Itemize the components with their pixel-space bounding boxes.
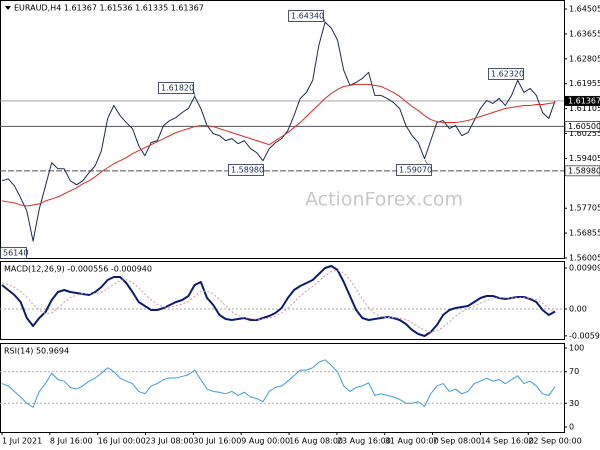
level-label: 1.58980 — [568, 166, 600, 175]
panel-title: RSI(14) 50.9694 — [4, 347, 69, 356]
annotation-box — [228, 164, 264, 176]
series-line — [1, 269, 556, 333]
x-tick-label: 14 Sep 16:00 — [480, 437, 533, 446]
y-tick-label: 1.63655 — [569, 29, 600, 38]
y-tick-label: 30 — [569, 399, 579, 408]
y-tick-label: 1.61105 — [569, 104, 600, 113]
current-price-label: 1.61367 — [568, 96, 600, 105]
annotation-label: 1.62320 — [491, 70, 524, 79]
level-label-box — [564, 165, 600, 177]
x-tick-label: 7 Sep 08:00 — [433, 437, 481, 446]
x-tick-label: 31 Aug 00:00 — [385, 437, 439, 446]
chart-title: EURAUD,H4 1.61367 1.61536 1.61335 1.6136… — [14, 4, 204, 13]
y-tick-label: 1.59405 — [569, 154, 600, 163]
annotation-label: 1.64340 — [291, 12, 324, 21]
panel-frame — [0, 261, 565, 340]
annotation-label: 56140 — [3, 249, 28, 258]
y-tick-label: 0 — [569, 423, 574, 432]
current-price-box — [565, 95, 600, 106]
annotation-label: 1.61820 — [161, 84, 194, 93]
annotation-box — [0, 247, 27, 259]
x-tick-label: 23 Jul 08:00 — [146, 437, 194, 446]
y-tick-label: 1.61955 — [569, 79, 600, 88]
x-tick-label: 9 Aug 00:00 — [241, 437, 290, 446]
annotation-box — [488, 68, 524, 80]
y-tick-label: 1.64505 — [569, 5, 600, 14]
annotation-box — [396, 164, 432, 176]
x-tick-label: 30 Jul 16:00 — [193, 437, 241, 446]
y-tick-label: 100 — [569, 343, 584, 352]
panel-frame — [0, 343, 565, 433]
x-tick-label: 1 Jul 2021 — [2, 437, 42, 446]
panel-title: MACD(12,26,9) -0.000556 -0.000940 — [4, 265, 152, 274]
series-line — [1, 21, 556, 242]
series-line — [1, 359, 556, 408]
y-tick-label: 1.56855 — [569, 229, 600, 238]
x-tick-label: 16 Aug 08:00 — [289, 437, 343, 446]
level-label-box — [564, 121, 600, 132]
y-tick-label: 1.62805 — [569, 54, 600, 63]
y-tick-label: 1.57705 — [569, 204, 600, 213]
y-tick-label: 70 — [569, 367, 579, 376]
series-line — [1, 265, 556, 337]
y-tick-label: 1.60255 — [569, 129, 600, 138]
annotation-box — [158, 82, 194, 94]
y-tick-label: 1.56005 — [569, 254, 600, 263]
x-tick-label: 8 Jul 16:00 — [50, 437, 93, 446]
x-tick-label: 16 Jul 00:00 — [98, 437, 146, 446]
y-tick-label: 0.009094 — [569, 264, 600, 273]
x-tick-label: 23 Aug 16:00 — [337, 437, 391, 446]
annotation-label: 1.59070 — [399, 166, 432, 175]
level-label: 1.60500 — [568, 122, 600, 131]
x-tick-label: 22 Sep 00:00 — [528, 437, 581, 446]
y-tick-label: -0.005956 — [569, 331, 600, 340]
series-line — [1, 83, 556, 207]
annotation-label: 1.58980 — [231, 166, 264, 175]
title-icon — [5, 6, 11, 10]
panel-frame — [0, 0, 565, 259]
y-tick-label: 0.00 — [569, 305, 587, 314]
watermark: ActionForex.com — [305, 189, 463, 211]
annotation-box — [288, 10, 324, 22]
